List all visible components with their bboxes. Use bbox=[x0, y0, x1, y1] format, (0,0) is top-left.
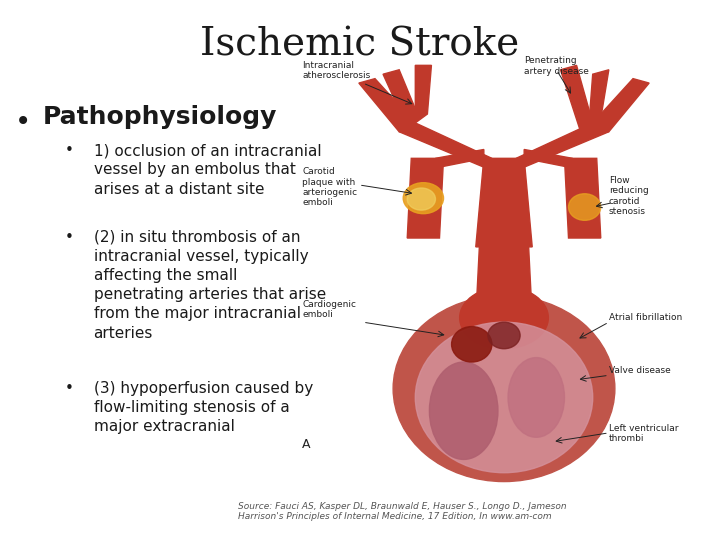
Text: •: • bbox=[14, 108, 31, 136]
Text: Intracranial
atherosclerosis: Intracranial atherosclerosis bbox=[302, 61, 371, 80]
Polygon shape bbox=[383, 70, 419, 127]
Text: •: • bbox=[65, 143, 73, 158]
Polygon shape bbox=[359, 79, 415, 132]
Polygon shape bbox=[589, 70, 609, 127]
Text: Left ventricular
thrombi: Left ventricular thrombi bbox=[609, 424, 678, 443]
Ellipse shape bbox=[508, 357, 564, 437]
Text: Valve disease: Valve disease bbox=[609, 366, 670, 375]
Text: Source: Fauci AS, Kasper DL, Braunwald E, Hauser S., Longo D., Jameson
Harrison': Source: Fauci AS, Kasper DL, Braunwald E… bbox=[238, 502, 566, 521]
Ellipse shape bbox=[403, 183, 444, 214]
Text: •: • bbox=[65, 381, 73, 396]
Polygon shape bbox=[399, 123, 492, 167]
Polygon shape bbox=[593, 79, 649, 132]
Text: Atrial fibrillation: Atrial fibrillation bbox=[609, 313, 682, 322]
Polygon shape bbox=[408, 158, 444, 238]
Text: Penetrating
artery disease: Penetrating artery disease bbox=[524, 57, 589, 76]
Ellipse shape bbox=[459, 287, 549, 349]
Text: Flow
reducing
carotid
stenosis: Flow reducing carotid stenosis bbox=[609, 176, 649, 216]
Polygon shape bbox=[436, 150, 484, 167]
Ellipse shape bbox=[451, 327, 492, 362]
Text: Cardiogenic
emboli: Cardiogenic emboli bbox=[302, 300, 356, 320]
Text: A: A bbox=[302, 437, 311, 450]
Ellipse shape bbox=[408, 188, 436, 210]
Polygon shape bbox=[524, 150, 572, 167]
Ellipse shape bbox=[393, 295, 615, 482]
Polygon shape bbox=[564, 158, 600, 238]
Text: Carotid
plaque with
arteriogenic
emboli: Carotid plaque with arteriogenic emboli bbox=[302, 167, 358, 207]
Polygon shape bbox=[415, 65, 431, 123]
Ellipse shape bbox=[429, 362, 498, 460]
Ellipse shape bbox=[415, 322, 593, 472]
Polygon shape bbox=[560, 65, 593, 132]
Ellipse shape bbox=[488, 322, 520, 349]
Text: 1) occlusion of an intracranial
vessel by an embolus that
arises at a distant si: 1) occlusion of an intracranial vessel b… bbox=[94, 143, 321, 197]
Polygon shape bbox=[476, 238, 532, 318]
Text: (3) hypoperfusion caused by
flow-limiting stenosis of a
major extracranial: (3) hypoperfusion caused by flow-limitin… bbox=[94, 381, 313, 434]
Text: Ischemic Stroke: Ischemic Stroke bbox=[200, 27, 520, 64]
Polygon shape bbox=[476, 318, 532, 327]
Text: •: • bbox=[65, 230, 73, 245]
Text: (2) in situ thrombosis of an
intracranial vessel, typically
affecting the small
: (2) in situ thrombosis of an intracrania… bbox=[94, 230, 326, 341]
Ellipse shape bbox=[569, 194, 600, 220]
Polygon shape bbox=[476, 158, 532, 247]
Polygon shape bbox=[516, 123, 609, 167]
Text: Pathophysiology: Pathophysiology bbox=[43, 105, 278, 129]
